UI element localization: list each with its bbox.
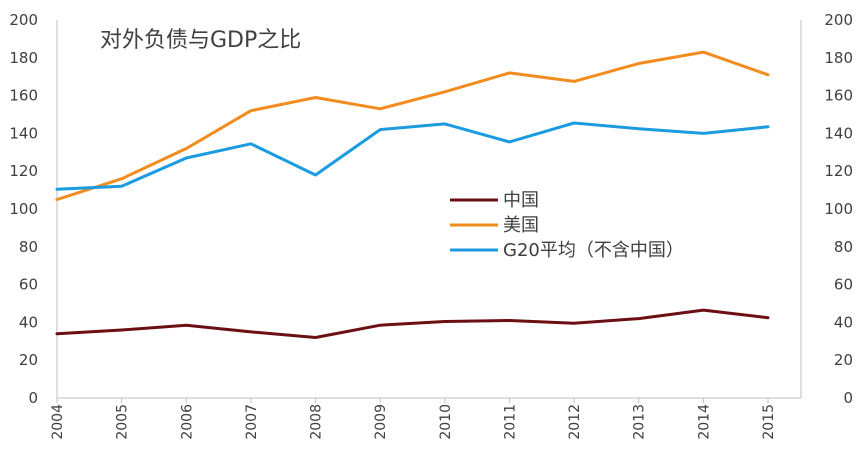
y-tick-label-left: 20 xyxy=(19,351,38,369)
x-tick-label: 2014 xyxy=(696,404,712,440)
x-tick-label: 2004 xyxy=(50,404,66,440)
y-tick-label-right: 160 xyxy=(824,87,853,105)
x-tick-label: 2005 xyxy=(115,404,131,440)
series-line-3 xyxy=(55,121,770,191)
x-tick-label: 2006 xyxy=(179,404,195,440)
y-tick-label-right: 200 xyxy=(824,11,853,29)
y-tick-label-right: 0 xyxy=(843,389,853,407)
x-tick-label: 2013 xyxy=(632,404,648,440)
axes: 0 0 20 20 40 40 60 60 80 80 100 100 120 120 140 140 160 1… xyxy=(9,11,853,440)
y-tick-label-left: 40 xyxy=(19,313,38,331)
y-tick-label-right: 100 xyxy=(824,200,853,218)
y-tick-label-right: 140 xyxy=(824,124,853,142)
y-tick-label-right: 80 xyxy=(834,238,853,256)
x-tick-label: 2007 xyxy=(244,404,260,440)
y-tick-label-right: 60 xyxy=(834,276,853,294)
y-tick-label-left: 0 xyxy=(28,389,38,407)
y-tick-label-left: 100 xyxy=(9,200,38,218)
y-tick-label-left: 80 xyxy=(19,238,38,256)
x-tick-label: 2010 xyxy=(438,404,454,440)
legend-label-2: 美国 xyxy=(503,215,539,236)
y-tick-label-left: 160 xyxy=(9,87,38,105)
x-tick-label: 2009 xyxy=(373,404,389,440)
y-tick-label-left: 60 xyxy=(19,276,38,294)
series-line-2 xyxy=(55,50,770,201)
y-tick-label-right: 180 xyxy=(824,49,853,67)
y-tick-label-right: 40 xyxy=(834,313,853,331)
series-lines xyxy=(55,50,770,339)
x-tick-label: 2008 xyxy=(309,404,325,440)
y-tick-label-right: 20 xyxy=(834,351,853,369)
y-tick-label-left: 200 xyxy=(9,11,38,29)
x-tick-label: 2015 xyxy=(761,404,777,440)
y-tick-label-left: 180 xyxy=(9,49,38,67)
chart-title: 对外负债与GDP之比 xyxy=(100,28,301,53)
x-tick-label: 2012 xyxy=(567,404,583,440)
legend-label-3: G20平均（不含中国） xyxy=(503,240,684,261)
y-tick-label-left: 120 xyxy=(9,162,38,180)
y-tick-label-left: 140 xyxy=(9,124,38,142)
legend-label-1: 中国 xyxy=(503,190,539,211)
x-tick-label: 2011 xyxy=(502,404,518,440)
y-tick-label-right: 120 xyxy=(824,162,853,180)
series-line-1 xyxy=(55,308,770,339)
